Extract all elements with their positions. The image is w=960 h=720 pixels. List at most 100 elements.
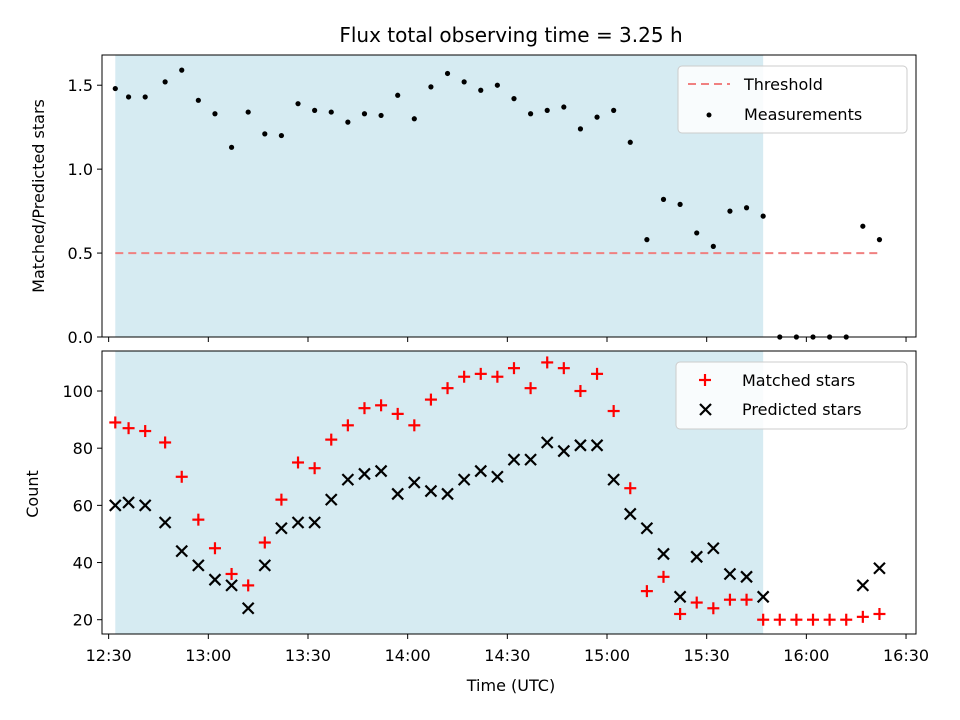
predicted-star-marker [258,559,272,572]
predicted-star-marker [540,436,554,449]
measurement-point [577,126,584,132]
matched-star-marker [690,596,703,609]
predicted-star-marker [673,590,687,604]
matched-star-marker [441,382,454,395]
measurement-point [328,109,334,115]
matched-star-marker [607,405,620,418]
predicted-star-marker [241,601,255,615]
predicted-star-marker [873,561,886,575]
matched-star-marker [122,422,135,435]
matched-star-marker [208,542,221,555]
measurement-point [428,84,434,90]
matched-star-marker [574,385,587,398]
measurement-point [125,94,132,100]
matched-star-marker [557,362,570,375]
predicted-star-marker [590,439,604,452]
measurement-point [860,223,866,229]
legend-matched-label: Matched stars [742,371,855,390]
bottom-y-axis-label: Count [23,470,42,518]
measurement-point [361,111,368,117]
legend-matched-swatch [699,374,711,386]
bottom-observing-window-shade [115,351,764,634]
predicted-star-marker [491,470,504,484]
x-tick-label: 12:30 [86,646,132,665]
matched-star-marker [341,419,354,432]
measurement-point [627,139,633,145]
measurement-point [644,237,650,243]
matched-star-marker [192,513,205,526]
bottom-legend: Matched stars Predicted stars [675,361,908,430]
matched-star-marker [507,362,520,375]
bottom-y-tick-label: 60 [73,496,93,515]
measurement-point [444,70,451,77]
predicted-star-marker [308,516,321,529]
predicted-star-marker [225,579,238,592]
measurement-point [876,237,883,243]
measurement-point [112,85,118,92]
matched-star-marker [375,399,388,412]
matched-star-marker [773,613,786,626]
predicted-star-marker [408,476,421,489]
predicted-star-marker [374,464,388,478]
x-tick-label: 13:30 [285,646,331,665]
measurement-point [345,119,351,125]
measurement-point [262,131,268,137]
predicted-star-marker [341,473,355,486]
top-legend-box [677,65,908,134]
predicted-star-marker [690,550,703,564]
matched-star-marker [640,585,653,598]
matched-star-marker [524,382,537,395]
matched-star-marker [358,402,371,415]
predicted-star-marker [457,473,471,486]
top-y-tick-label: 0.5 [68,244,93,263]
matched-star-marker [275,493,288,506]
top-observing-window-shade [115,55,764,337]
bottom-panel: 20 40 60 80 100 12:30 13:00 13:30 14:00 14:30 15:… [23,350,929,695]
measurement-point [212,111,218,117]
measurement-point [461,79,467,85]
predicted-star-marker [756,590,770,604]
measurement-point [760,213,766,219]
predicted-star-marker [441,487,454,501]
measurement-point [162,79,168,85]
x-tick-label: 16:00 [783,646,829,665]
measurement-point [278,132,285,139]
measurement-points [112,67,883,340]
predicted-star-marker [158,516,172,529]
measurement-point [395,92,401,98]
legend-threshold-label: Threshold [743,75,823,94]
measurement-point [544,107,550,113]
predicted-star-marker [175,544,189,558]
top-legend: Threshold Measurements [677,65,908,134]
measurement-point [561,104,567,110]
x-tick-label: 15:00 [584,646,630,665]
top-y-tick-label: 1.5 [68,76,93,95]
legend-measurements-label: Measurements [744,105,862,124]
predicted-star-marker [424,484,438,498]
measurement-point [694,230,700,236]
predicted-star-marker [856,579,870,592]
bottom-y-ticks: 20 40 60 80 100 [62,382,102,630]
predicted-star-marker [607,473,620,486]
measurement-point [494,82,500,88]
x-tick-label: 13:00 [185,646,231,665]
predicted-star-marker [109,499,122,512]
matched-star-marker [591,367,604,380]
legend-measurements-swatch [706,112,712,118]
measurement-point [660,196,667,202]
measurement-point [478,87,484,93]
matched-star-marker [740,593,753,606]
matched-star-marker [474,367,487,380]
predicted-star-marker [623,507,637,521]
predicted-star-marker [122,496,135,509]
top-y-axis-label: Matched/Predicted stars [29,99,48,293]
matched-star-marker [657,570,670,583]
legend-predicted-label: Predicted stars [742,400,862,419]
matched-star-marker [175,470,188,483]
predicted-star-marker [208,573,222,586]
x-tick-label: 14:30 [484,646,530,665]
bottom-y-tick-label: 80 [73,439,93,458]
matched-star-marker [873,607,886,620]
predicted-star-marker [574,439,587,452]
predicted-star-marker [740,570,753,584]
